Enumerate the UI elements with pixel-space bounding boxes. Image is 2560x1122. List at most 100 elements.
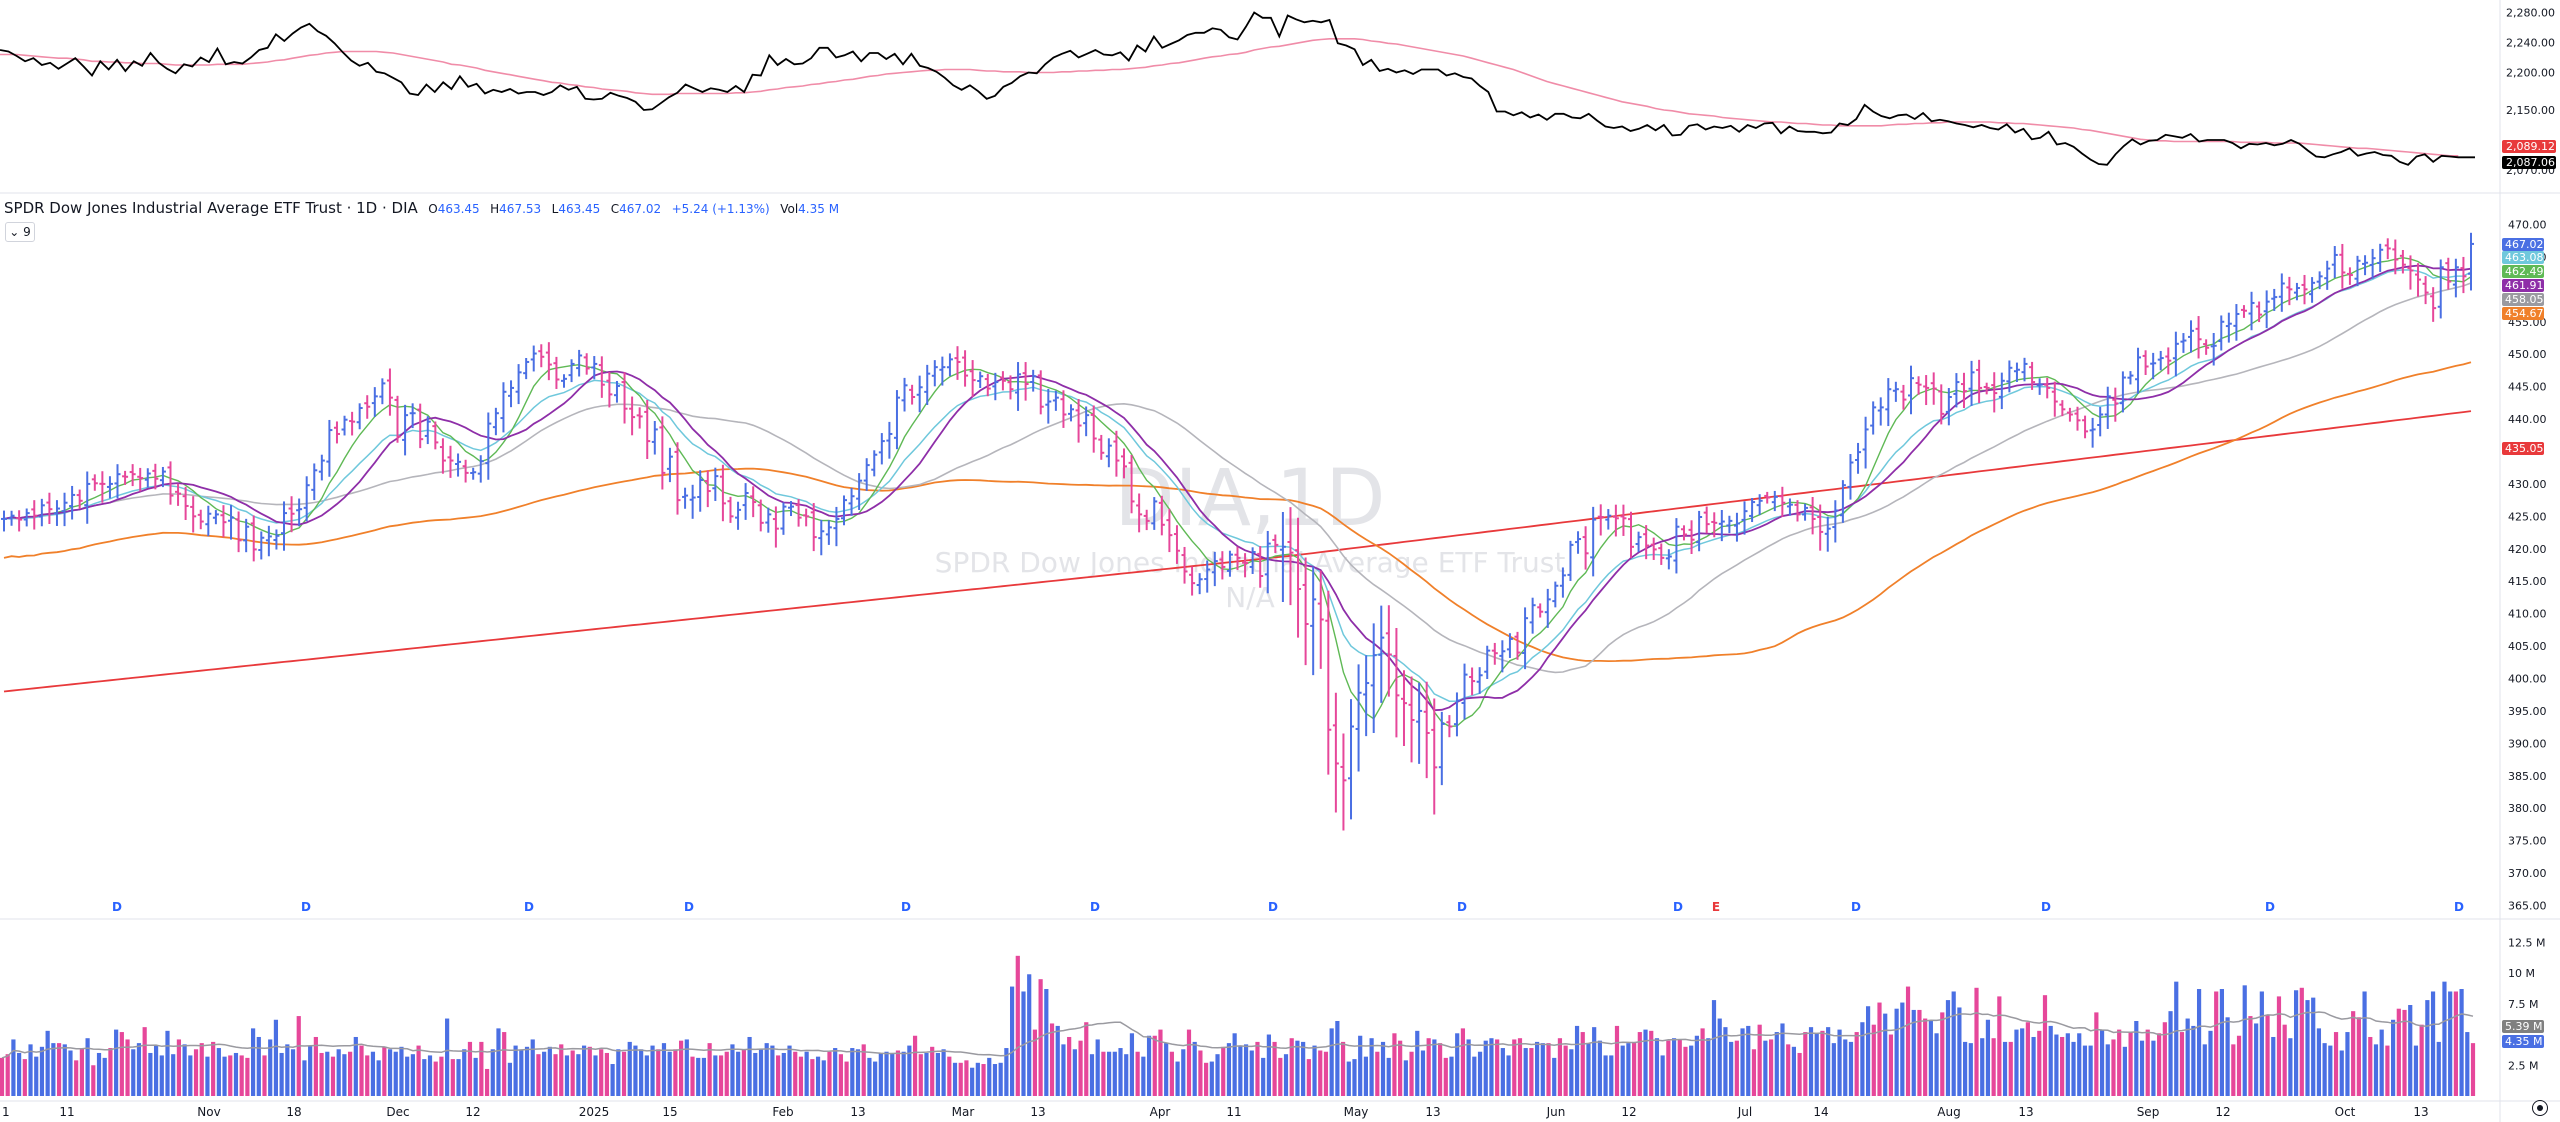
volume-bar (342, 1054, 347, 1096)
time-axis-label: Nov (197, 1105, 220, 1119)
volume-bar (296, 1016, 301, 1096)
legend-close: 467.02 (619, 202, 662, 216)
volume-bar (1700, 1028, 1705, 1096)
volume-bar (1483, 1040, 1488, 1096)
volume-bar (1340, 1041, 1346, 1096)
volume-bar (519, 1050, 524, 1096)
event-marker: E (1712, 900, 1720, 914)
volume-bar (2111, 1039, 2116, 1096)
volume-bar (1711, 1000, 1717, 1096)
volume-bar (1432, 1039, 1437, 1096)
volume-bar (285, 1044, 290, 1096)
time-axis-label: Sep (2137, 1105, 2160, 1119)
watermark-symbol: DIA,1D (1115, 454, 1386, 544)
volume-bar (1027, 974, 1032, 1096)
volume-bar (1831, 1043, 1836, 1096)
volume-bar (1358, 1035, 1363, 1096)
event-marker: D (524, 900, 534, 914)
volume-bar (1466, 1039, 1471, 1096)
volume-bar (1963, 1041, 1968, 1096)
volume-bar (2145, 1029, 2150, 1096)
volume-bar (542, 1051, 547, 1096)
volume-bar (2379, 1029, 2384, 1096)
volume-bar (930, 1046, 935, 1096)
volume-bar (119, 1032, 124, 1096)
volume-bar (810, 1059, 815, 1096)
volume-bar (1905, 986, 1911, 1096)
volume-bar (1774, 1032, 1779, 1096)
volume-bar (941, 1049, 946, 1096)
event-marker: D (1851, 900, 1861, 914)
volume-bar (798, 1056, 804, 1096)
volume-bar (228, 1055, 233, 1096)
volume-bar (2328, 1045, 2333, 1096)
volume-bar (2465, 1032, 2470, 1096)
volume-bar (1865, 1006, 1871, 1096)
volume-bar (51, 1043, 56, 1096)
volume-bar (679, 1040, 684, 1096)
volume-bar (28, 1044, 33, 1096)
volume-bar (2002, 1041, 2008, 1096)
volume-bar (1146, 1035, 1152, 1096)
volume-bar (39, 1046, 45, 1096)
volume-bar (1803, 1032, 1808, 1096)
volume-bar (661, 1043, 667, 1096)
volume-bar (56, 1043, 62, 1096)
volume-bar (1084, 1022, 1089, 1096)
volume-bar (827, 1051, 832, 1096)
settings-icon[interactable] (2532, 1100, 2548, 1116)
volume-bar (2408, 1005, 2413, 1096)
volume-bar (2419, 1024, 2424, 1096)
volume-bar (330, 1056, 336, 1096)
volume-bar (1175, 1061, 1180, 1096)
volume-bar (981, 1064, 986, 1096)
volume-bar (1221, 1046, 1226, 1096)
volume-bar (445, 1018, 450, 1096)
volume-bar (776, 1055, 781, 1096)
volume-bar (2134, 1020, 2139, 1096)
price-axis-tick-label: 405.00 (2508, 640, 2547, 653)
volume-bar (787, 1045, 792, 1096)
volume-axis-tick-label: 2.5 M (2508, 1059, 2538, 1072)
volume-bar (1437, 1043, 1443, 1096)
volume-bar (2139, 1040, 2145, 1096)
price-last-value-label: 462.49 (2505, 265, 2544, 278)
volume-bar (2174, 981, 2179, 1096)
volume-bar (907, 1045, 912, 1096)
volume-bar (1723, 1027, 1728, 1096)
volume-bar (131, 1049, 136, 1096)
volume-bar (2396, 1008, 2401, 1096)
volume-bar (2191, 1025, 2196, 1096)
volume-bar (199, 1043, 204, 1096)
volume-bar (513, 1045, 518, 1096)
volume-bar (1124, 1054, 1129, 1096)
volume-bar (850, 1048, 855, 1096)
volume-bar (1061, 1044, 1066, 1096)
price-axis-tick-label: 445.00 (2508, 381, 2547, 394)
volume-bar (427, 1055, 433, 1096)
volume-bar (1512, 1039, 1517, 1096)
volume-bar (114, 1029, 119, 1096)
volume-bar (884, 1051, 889, 1096)
volume-bar (2054, 1034, 2059, 1096)
volume-bar (171, 1054, 176, 1096)
volume-bar (2157, 1033, 2162, 1096)
volume-bar (256, 1036, 261, 1096)
volume-bar (1757, 1024, 1762, 1096)
price-last-value-tag (2502, 307, 2544, 320)
volume-bar (268, 1039, 273, 1096)
volume-bar (1649, 1030, 1654, 1096)
volume-bar (1666, 1040, 1671, 1096)
price-axis-tick-label: 425.00 (2508, 510, 2547, 523)
volume-bar (1215, 1054, 1220, 1096)
event-marker: D (301, 900, 311, 914)
volume-bar (2071, 1041, 2076, 1096)
price-axis-tick-label: 380.00 (2508, 802, 2547, 815)
rs-line (0, 11, 2475, 166)
event-marker: D (1268, 900, 1278, 914)
rs-axis-tick-label: 2,200.00 (2506, 67, 2555, 80)
volume-bar (581, 1045, 587, 1096)
indicators-collapse-button[interactable]: ⌄ 9 (5, 222, 35, 242)
price-last-value-label: 458.05 (2505, 293, 2544, 306)
